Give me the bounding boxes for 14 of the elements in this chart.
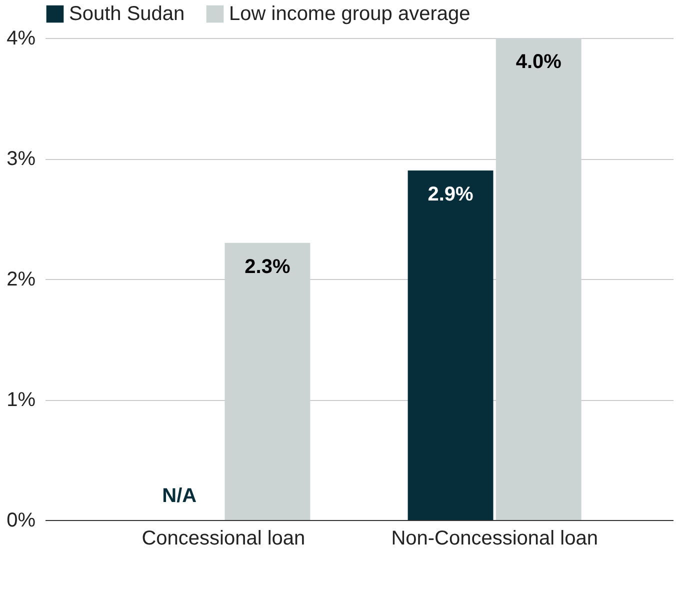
y-tick-label: 3% xyxy=(6,148,36,170)
x-tick-label: Non-Concessional loan xyxy=(391,528,598,550)
x-tick-label: Concessional loan xyxy=(142,528,306,550)
bar xyxy=(408,170,494,520)
y-tick-label: 4% xyxy=(6,28,36,50)
text: N/A xyxy=(162,485,197,507)
data-label: 4.0% xyxy=(516,51,562,73)
y-tick-label: 1% xyxy=(6,389,36,411)
data-label: 2.3% xyxy=(244,256,290,278)
data-label: 2.9% xyxy=(428,184,474,206)
legend-label: Low income group average xyxy=(229,3,470,25)
y-tick-label: 2% xyxy=(6,268,36,290)
y-tick-label: 0% xyxy=(6,510,36,532)
legend-label: South Sudan xyxy=(69,3,185,25)
